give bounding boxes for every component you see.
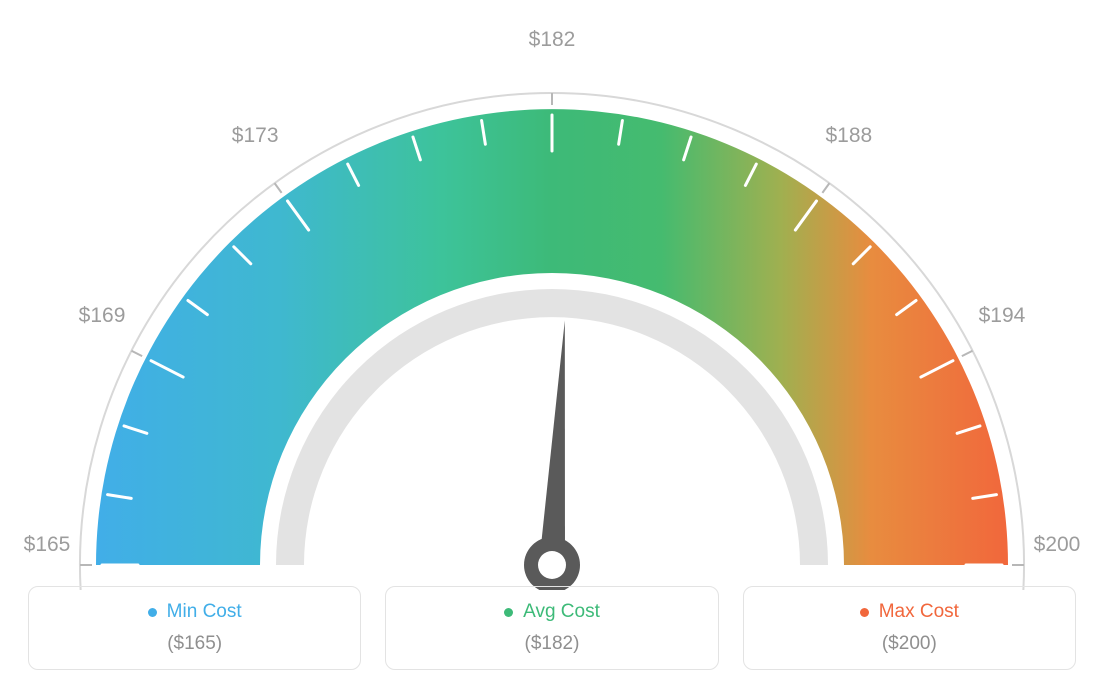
legend-card-min: Min Cost ($165) (28, 586, 361, 670)
legend-title-min: Min Cost (148, 601, 242, 623)
legend-title-text: Avg Cost (523, 601, 600, 623)
legend-title-avg: Avg Cost (504, 601, 600, 623)
legend-card-avg: Avg Cost ($182) (385, 586, 718, 670)
gauge-tick-label: $165 (24, 533, 71, 557)
legend-value-avg: ($182) (396, 633, 707, 655)
legend-title-text: Min Cost (167, 601, 242, 623)
gauge-svg (0, 20, 1104, 590)
gauge-tick-label: $173 (232, 124, 279, 148)
gauge-tick-label: $194 (979, 304, 1026, 328)
legend-card-max: Max Cost ($200) (743, 586, 1076, 670)
legend-row: Min Cost ($165) Avg Cost ($182) Max Cost… (0, 586, 1104, 670)
gauge-tick-label: $200 (1034, 533, 1081, 557)
legend-value-min: ($165) (39, 633, 350, 655)
gauge-tick-label: $182 (529, 28, 576, 52)
legend-title-max: Max Cost (860, 601, 959, 623)
gauge-tick-label: $188 (825, 124, 872, 148)
gauge-tick-label: $169 (79, 304, 126, 328)
legend-value-max: ($200) (754, 633, 1065, 655)
dot-icon (148, 608, 157, 617)
dot-icon (504, 608, 513, 617)
gauge-container: $165 $169 $173 $182 $188 $194 $200 (0, 0, 1104, 570)
legend-title-text: Max Cost (879, 601, 959, 623)
dot-icon (860, 608, 869, 617)
